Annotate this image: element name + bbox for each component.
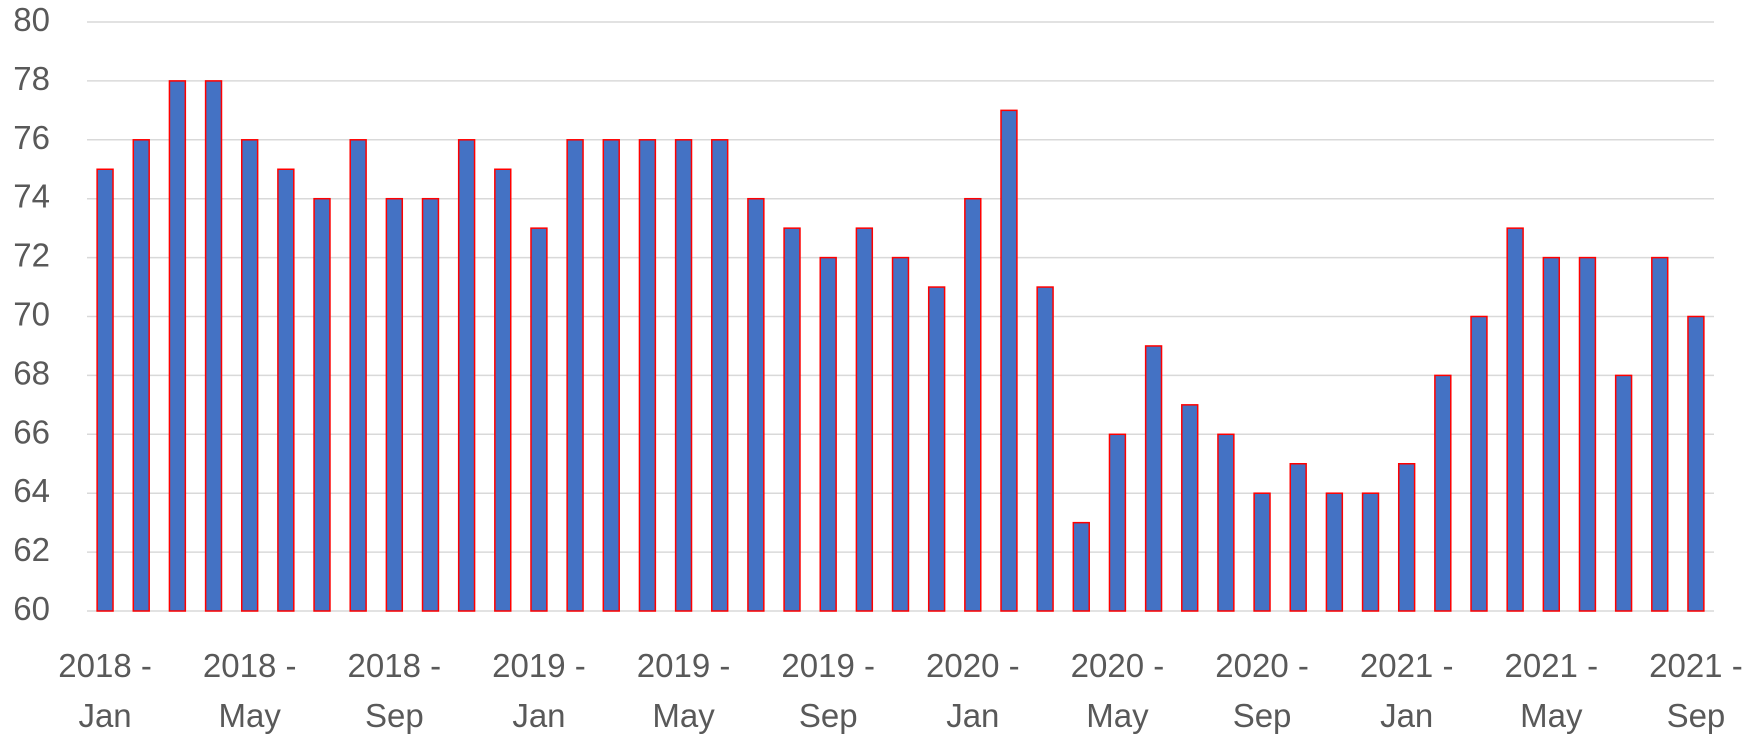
bar xyxy=(421,197,440,612)
bar xyxy=(494,168,512,612)
bar xyxy=(349,139,367,612)
bar xyxy=(711,139,729,612)
bar xyxy=(385,197,404,612)
bar xyxy=(204,80,223,612)
y-tick-label: 64 xyxy=(13,472,50,509)
bar xyxy=(1470,315,1488,612)
bar xyxy=(1108,433,1127,612)
y-tick-label: 62 xyxy=(13,531,50,568)
bar xyxy=(1181,404,1199,612)
y-tick-label: 76 xyxy=(13,119,50,156)
bar xyxy=(855,227,874,612)
x-tick-label: 2020 -May xyxy=(1071,647,1165,734)
bar xyxy=(168,80,187,612)
bar xyxy=(638,139,657,612)
x-tick-label: 2019 -Sep xyxy=(781,647,875,734)
y-tick-label: 70 xyxy=(13,295,50,332)
x-tick-label: 2021 -Jan xyxy=(1360,647,1454,734)
bar xyxy=(819,256,837,612)
y-tick-label: 72 xyxy=(13,236,50,273)
x-tick-label: 2019 -May xyxy=(637,647,731,734)
bar xyxy=(1325,492,1344,612)
bar xyxy=(927,286,946,612)
bar xyxy=(1072,521,1090,612)
bar xyxy=(1542,256,1561,612)
x-tick-label: 2018 -Sep xyxy=(348,647,442,734)
bar xyxy=(313,197,331,612)
bar xyxy=(1289,463,1307,612)
bar xyxy=(891,256,910,612)
bar xyxy=(530,227,548,612)
x-tick-label: 2018 -May xyxy=(203,647,297,734)
y-tick-label: 66 xyxy=(13,413,50,450)
bar xyxy=(1578,256,1597,612)
bar xyxy=(1614,374,1633,612)
bar xyxy=(747,197,765,612)
bar xyxy=(240,139,259,612)
bar xyxy=(1253,492,1271,612)
bar xyxy=(566,139,584,612)
x-tick-label: 2021 -May xyxy=(1505,647,1599,734)
bar xyxy=(1397,463,1416,612)
bar xyxy=(602,139,620,612)
x-tick-label: 2020 -Jan xyxy=(926,647,1020,734)
bar xyxy=(1036,286,1054,612)
bar xyxy=(1687,315,1705,612)
y-tick-label: 60 xyxy=(13,590,50,627)
x-tick-label: 2019 -Jan xyxy=(492,647,586,734)
bar xyxy=(674,139,693,612)
bar xyxy=(457,139,476,612)
bar xyxy=(1144,345,1163,612)
x-tick-label: 2021 -Sep xyxy=(1649,647,1743,734)
x-tick-label: 2020 -Sep xyxy=(1215,647,1309,734)
bar xyxy=(964,197,982,612)
bar xyxy=(1506,227,1524,612)
bar xyxy=(132,139,150,612)
y-tick-label: 80 xyxy=(13,1,50,38)
bar xyxy=(96,168,114,612)
bar xyxy=(783,227,801,612)
bar xyxy=(1000,109,1018,612)
y-tick-label: 74 xyxy=(13,177,50,214)
y-tick-label: 68 xyxy=(13,354,50,391)
y-tick-label: 78 xyxy=(13,60,50,97)
bar xyxy=(1651,256,1669,612)
bar xyxy=(1361,492,1380,612)
bar xyxy=(277,168,295,612)
x-tick-label: 2018 -Jan xyxy=(58,647,152,734)
bar xyxy=(1217,433,1235,612)
bar xyxy=(1434,374,1452,612)
